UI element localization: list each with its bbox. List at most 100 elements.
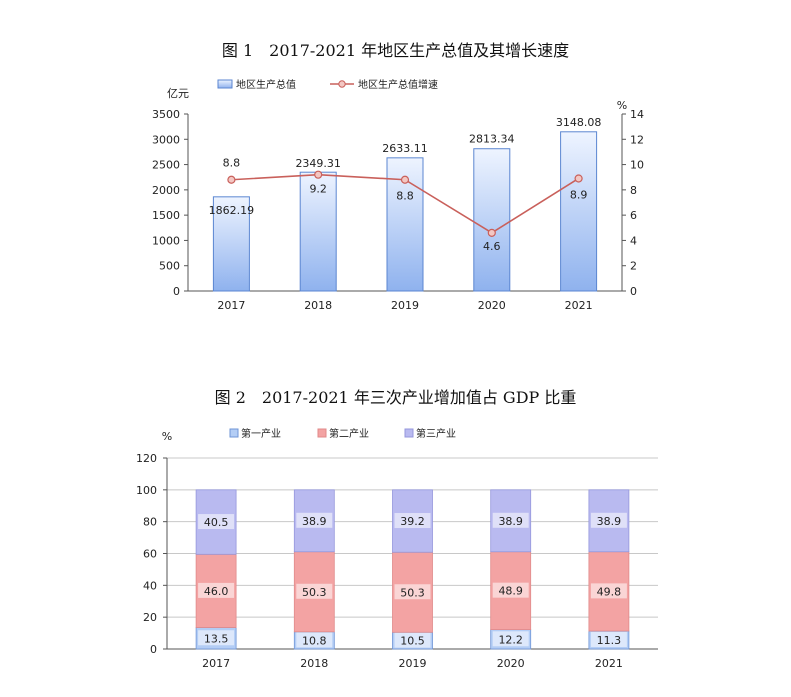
tertiary-label-bg-2021: [590, 512, 627, 528]
figure1-right-axis-unit: %: [617, 99, 627, 112]
figure1-axes: 0 500 1000 1500 2000 2500 3000 3500 0 2 4 6 8 10 12 14 2…: [152, 108, 644, 312]
left-tick-label: 2500: [152, 159, 180, 172]
right-tick-label: 12: [630, 133, 644, 146]
right-tick-label: 14: [630, 108, 644, 121]
legend-swatch-tertiary: [404, 428, 414, 438]
x-tick-label: 2019: [391, 299, 419, 312]
figure1-chart: 地区生产总值 地区生产总值增速 亿元 % 0 500 1000 1500 2000 2500…: [152, 78, 644, 312]
tertiary-label-bg-2019: [394, 513, 431, 529]
secondary-label-bg-2018: [296, 583, 333, 599]
y-tick-label: 80: [143, 516, 157, 529]
primary-value-label-2019: 10.5: [400, 635, 425, 648]
x-tick-label: 2017: [202, 657, 230, 670]
figure1-title: 图 1 2017-2021 年地区生产总值及其增长速度: [221, 41, 570, 60]
growth-point-2021: [574, 174, 583, 183]
tertiary-value-label-2018: 38.9: [302, 515, 327, 528]
left-tick-label: 3500: [152, 108, 180, 121]
secondary-label-bg-2020: [492, 582, 529, 598]
growth-value-label-2018: 9.2: [309, 183, 327, 196]
x-tick-label: 2018: [304, 299, 332, 312]
right-tick-label: 2: [630, 260, 637, 273]
right-tick-label: 10: [630, 159, 644, 172]
gdp-bar-2021: [560, 131, 598, 292]
y-tick-label: 120: [136, 452, 157, 465]
growth-value-label-2019: 8.8: [396, 190, 414, 203]
left-tick-label: 2000: [152, 184, 180, 197]
secondary-label-bg-2017: [198, 582, 235, 598]
left-tick-label: 500: [159, 260, 180, 273]
primary-label-bg-2017: [198, 630, 235, 646]
tertiary-value-label-2020: 38.9: [498, 515, 523, 528]
x-tick-label: 2018: [300, 657, 328, 670]
gdp-value-label-2017: 1862.19: [209, 204, 255, 217]
primary-value-label-2021: 11.3: [597, 634, 622, 647]
primary-value-label-2017: 13.5: [204, 632, 229, 645]
x-tick-label: 2020: [478, 299, 506, 312]
primary-value-label-2018: 10.8: [302, 634, 327, 647]
primary-label-bg-2018: [296, 632, 333, 648]
growth-point-2019: [400, 175, 410, 184]
legend-label-tertiary: 第三产业: [416, 427, 456, 440]
gdp-bar-2017: [212, 196, 250, 292]
gdp-value-label-2018: 2349.31: [295, 157, 341, 170]
x-tick-label: 2017: [217, 299, 245, 312]
gdp-value-label-2020: 2813.34: [469, 133, 515, 146]
left-tick-label: 3000: [152, 133, 180, 146]
figure2-axes: 0 20 40 60 80 100 120 2017 2018 2019 2020 2021: [136, 452, 658, 670]
figure1-growth-line: [227, 170, 583, 237]
right-tick-label: 8: [630, 184, 637, 197]
growth-value-label-2017: 8.8: [223, 157, 241, 170]
growth-value-label-2020: 4.6: [483, 240, 501, 253]
primary-value-label-2020: 12.2: [498, 633, 523, 646]
y-tick-label: 0: [150, 643, 157, 656]
gdp-bar-2018: [299, 171, 337, 292]
y-tick-label: 100: [136, 484, 157, 497]
tertiary-label-bg-2018: [296, 512, 333, 528]
x-tick-label: 2021: [565, 299, 593, 312]
tertiary-label-bg-2017: [198, 514, 235, 530]
gdp-bar-2020: [473, 148, 511, 292]
legend-swatch-secondary: [317, 428, 327, 438]
figure2-axis-unit: %: [162, 430, 172, 443]
left-tick-label: 1500: [152, 209, 180, 222]
y-tick-label: 60: [143, 548, 157, 561]
gdp-value-label-2021: 3148.08: [556, 116, 602, 129]
tertiary-label-bg-2020: [492, 512, 529, 528]
secondary-label-bg-2021: [590, 583, 627, 599]
legend-label-primary: 第一产业: [241, 427, 281, 440]
gdp-value-label-2019: 2633.11: [382, 142, 428, 155]
growth-point-2017: [227, 175, 236, 184]
y-tick-label: 40: [143, 579, 157, 592]
growth-value-label-2021: 8.9: [570, 188, 588, 201]
primary-label-bg-2021: [590, 632, 627, 648]
legend-line-label: 地区生产总值增速: [358, 78, 438, 91]
secondary-value-label-2018: 50.3: [302, 586, 327, 599]
figure1-legend: 地区生产总值 地区生产总值增速: [217, 78, 438, 91]
tertiary-value-label-2017: 40.5: [204, 516, 229, 529]
figure2-stacked-bars: 13.5 46.0 40.5 10.8 50.3 38.9 10.5 50.3 39.2 12.2…: [195, 489, 630, 650]
x-tick-label: 2021: [595, 657, 623, 670]
right-tick-label: 6: [630, 209, 637, 222]
y-tick-label: 20: [143, 611, 157, 624]
primary-label-bg-2020: [492, 631, 529, 647]
figure1-left-axis-unit: 亿元: [167, 87, 189, 100]
x-tick-label: 2020: [497, 657, 525, 670]
legend-bar-label: 地区生产总值: [236, 78, 296, 91]
secondary-label-bg-2019: [394, 584, 431, 600]
legend-label-secondary: 第二产业: [329, 427, 369, 440]
left-tick-label: 1000: [152, 234, 180, 247]
figure2-legend: 第一产业 第二产业 第三产业: [229, 427, 456, 440]
secondary-value-label-2019: 50.3: [400, 586, 425, 599]
figure1-bars: [212, 131, 598, 292]
tertiary-value-label-2021: 38.9: [597, 515, 622, 528]
x-tick-label: 2019: [399, 657, 427, 670]
figure1-data-labels: 1862.19 2349.31 2633.11 2813.34 3148.08 8.8 9.…: [209, 116, 602, 253]
tertiary-value-label-2019: 39.2: [400, 515, 425, 528]
figure2-chart: % 第一产业 第二产业 第三产业 0 20 40 60 80 100 120 2017 2018 20…: [136, 427, 658, 670]
secondary-value-label-2017: 46.0: [204, 585, 229, 598]
legend-line-marker: [338, 80, 346, 88]
legend-swatch-primary: [229, 428, 239, 438]
right-tick-label: 0: [630, 285, 637, 298]
right-tick-label: 4: [630, 234, 637, 247]
figure2-title: 图 2 2017-2021 年三次产业增加值占 GDP 比重: [214, 388, 577, 407]
